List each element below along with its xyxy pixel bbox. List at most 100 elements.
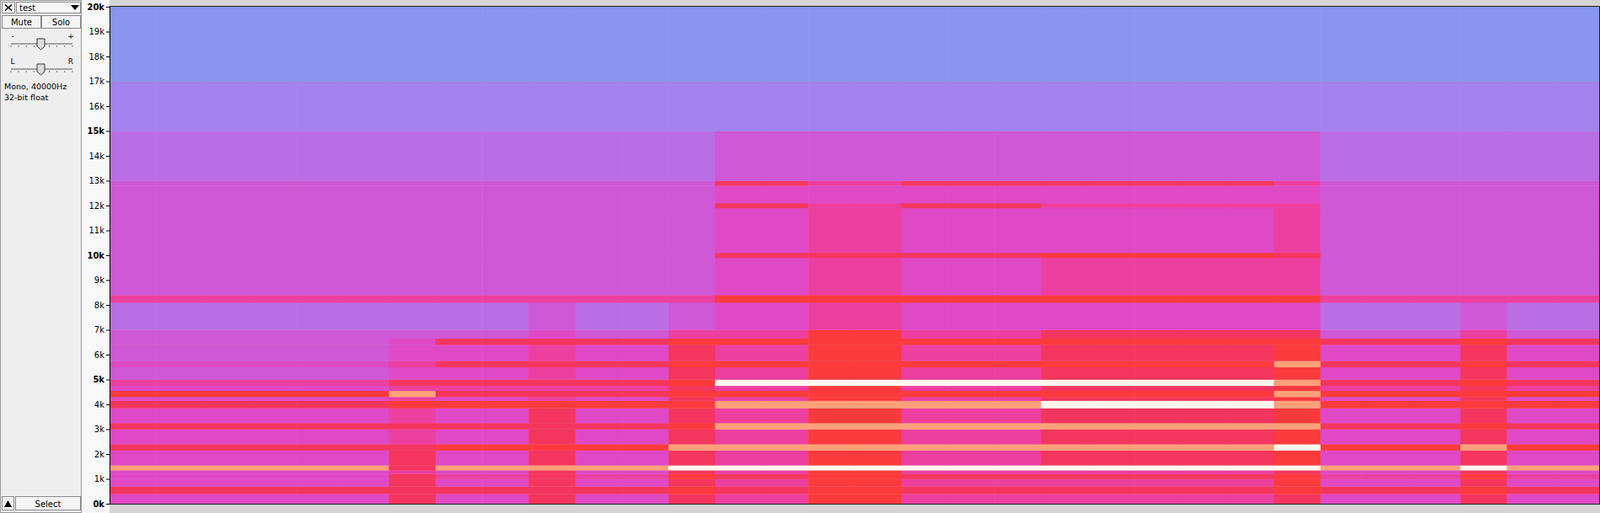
- cell: [529, 185, 577, 204]
- close-icon[interactable]: [5, 5, 12, 11]
- cell: [389, 470, 437, 475]
- cell: [203, 302, 251, 331]
- cell: [1041, 401, 1089, 409]
- cell: [1320, 257, 1368, 296]
- select-button-box[interactable]: [16, 497, 81, 511]
- cell: [109, 131, 157, 182]
- cell: [1041, 181, 1089, 187]
- cell: [668, 444, 716, 451]
- y-tick: 12k: [88, 201, 110, 211]
- cell: [947, 360, 996, 368]
- cell: [715, 302, 763, 331]
- cell: [1553, 493, 1600, 504]
- cell: [1273, 81, 1322, 132]
- cell: [1460, 450, 1508, 466]
- cell: [1413, 302, 1461, 331]
- cell: [1413, 407, 1461, 423]
- track-button-box[interactable]: [2, 16, 42, 29]
- cell: [249, 252, 297, 258]
- cell: [575, 493, 623, 504]
- cell: [155, 257, 204, 296]
- track-button-label[interactable]: Mute: [10, 17, 33, 27]
- cell: [435, 470, 483, 475]
- cell: [668, 474, 716, 480]
- cell: [947, 444, 996, 451]
- cell: [249, 396, 297, 402]
- cell: [761, 131, 809, 182]
- gain_labels-slider[interactable]: -+: [10, 32, 75, 50]
- select-button[interactable]: Select: [16, 497, 81, 511]
- collapse-icon[interactable]: [4, 500, 12, 508]
- y-tick-label: 13k: [88, 176, 105, 186]
- cell: [668, 486, 716, 494]
- slider-thumb[interactable]: [37, 64, 45, 75]
- cell: [1180, 302, 1228, 331]
- cell: [1227, 330, 1275, 340]
- cell: [575, 181, 623, 187]
- track-name[interactable]: test: [19, 3, 36, 13]
- track-button[interactable]: Solo: [42, 16, 81, 29]
- cell: [808, 257, 856, 296]
- cell: [1367, 493, 1415, 504]
- track-button-label[interactable]: Solo: [52, 17, 70, 27]
- cell: [1460, 302, 1508, 331]
- dropdown-arrow[interactable]: [70, 5, 80, 11]
- cell: [1367, 396, 1415, 402]
- cell: [1320, 344, 1368, 361]
- cell: [901, 344, 949, 361]
- slider-notch: [56, 45, 58, 48]
- cell: [761, 465, 809, 471]
- cell: [855, 396, 903, 402]
- cell: [1460, 407, 1508, 423]
- cell: [1134, 407, 1182, 423]
- cell: [668, 379, 716, 387]
- cell: [1506, 330, 1554, 340]
- cell: [901, 470, 949, 475]
- collapse-button-box[interactable]: [2, 497, 15, 511]
- cell: [529, 208, 577, 253]
- cell: [529, 479, 577, 487]
- cell: [1041, 465, 1089, 471]
- close-button[interactable]: [2, 2, 16, 14]
- cell: [249, 294, 297, 303]
- cell: [342, 401, 390, 409]
- cell: [1273, 338, 1322, 346]
- track-button-box[interactable]: [42, 16, 81, 29]
- cell: [1460, 444, 1508, 451]
- collapse-button[interactable]: [2, 497, 15, 511]
- cell: [1460, 6, 1508, 82]
- y-tick: 11k: [88, 225, 110, 236]
- cell: [1553, 185, 1600, 204]
- cell: [1087, 429, 1135, 445]
- cell: [1134, 429, 1182, 445]
- cell: [575, 407, 623, 423]
- cell: [575, 6, 623, 82]
- cell: [529, 470, 577, 475]
- cell: [621, 257, 669, 296]
- pan_labels-slider[interactable]: LR: [10, 57, 74, 75]
- cell: [1180, 81, 1228, 132]
- cell: [947, 203, 996, 209]
- cell: [342, 203, 390, 209]
- slider-notch: [64, 45, 65, 48]
- cell: [994, 367, 1042, 380]
- cell: [529, 6, 577, 82]
- track-name-box[interactable]: [16, 2, 81, 14]
- select-label[interactable]: Select: [35, 499, 62, 509]
- track-name-menu[interactable]: test: [16, 2, 81, 14]
- cell: [1273, 181, 1322, 187]
- track-button[interactable]: Mute: [2, 16, 42, 29]
- cell: [1460, 367, 1508, 380]
- cell: [109, 396, 157, 402]
- slider-thumb[interactable]: [37, 38, 45, 50]
- cell: [435, 444, 483, 451]
- cell: [808, 181, 856, 187]
- cell: [947, 181, 996, 187]
- cell: [1553, 302, 1600, 331]
- close-button-box[interactable]: [2, 2, 16, 14]
- cell: [1273, 407, 1322, 423]
- cell: [389, 330, 437, 340]
- cell: [901, 407, 949, 423]
- cell: [529, 360, 577, 368]
- cell: [1367, 429, 1415, 445]
